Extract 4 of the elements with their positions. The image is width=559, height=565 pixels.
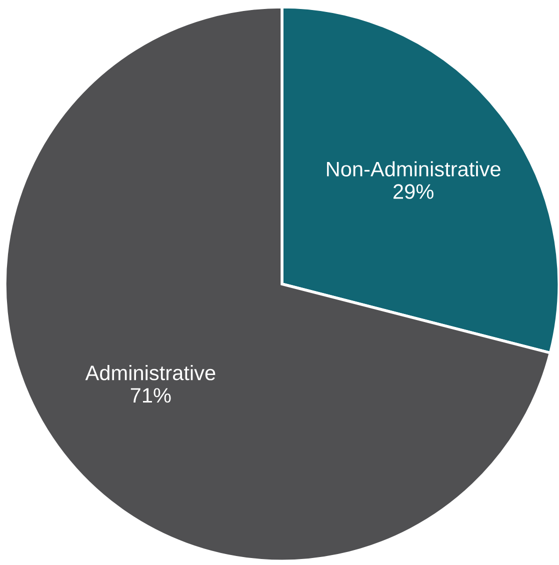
slice-label: Administrative [85, 364, 216, 380]
data-label: 71% [130, 388, 171, 403]
data-label: 29% [394, 184, 434, 199]
slice-label: Non-Administrative [327, 161, 500, 176]
